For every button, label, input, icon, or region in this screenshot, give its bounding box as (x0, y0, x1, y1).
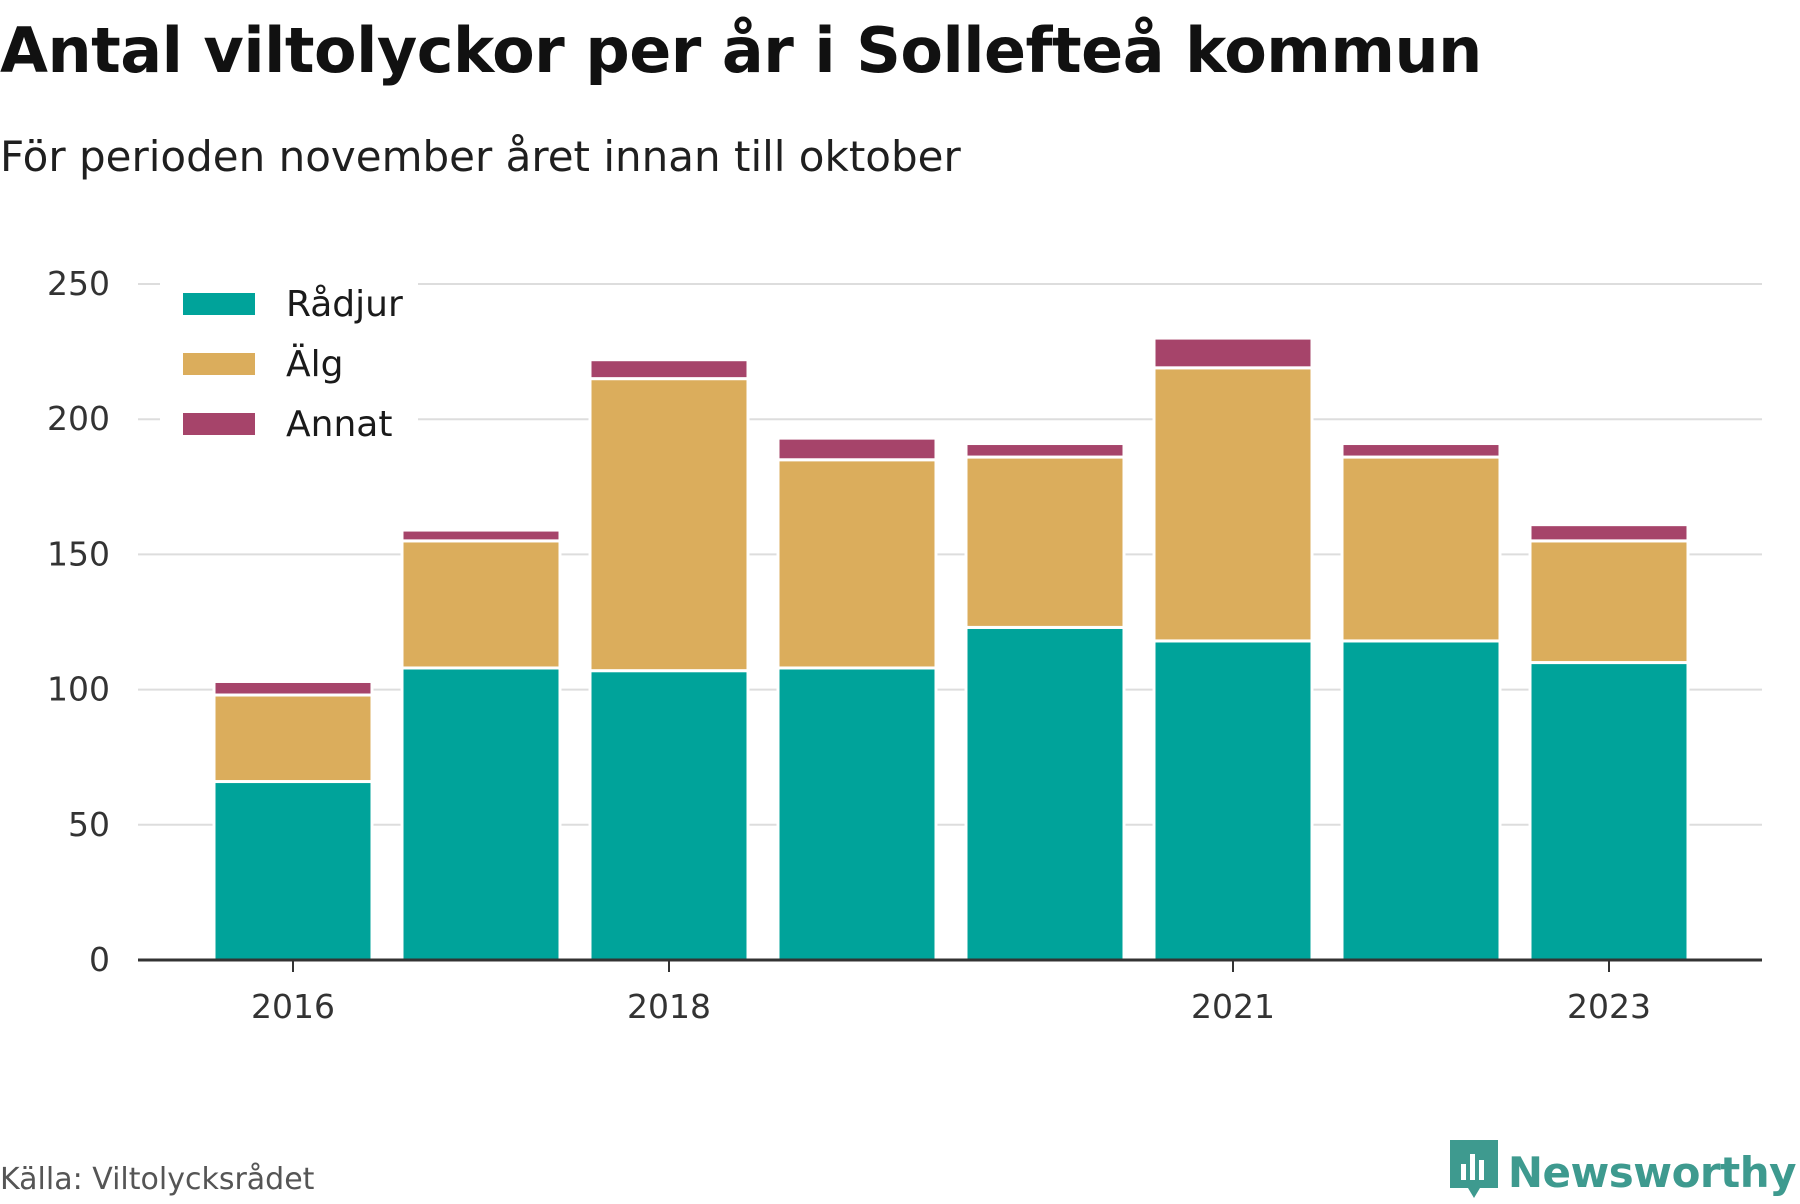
y-tick-label: 150 (47, 534, 110, 573)
legend-label: Rådjur (286, 284, 403, 325)
x-tick-label: 2018 (627, 987, 711, 1026)
bar-rådjur-2020 (964, 625, 1126, 962)
bar-rådjur-2019 (776, 666, 938, 962)
bar-älg-2023 (1528, 539, 1690, 665)
legend: Rådjur Älg Annat (160, 270, 418, 456)
y-tick-label: 100 (47, 670, 110, 709)
legend-swatch-rådjur (183, 293, 255, 315)
y-tick-label: 250 (47, 264, 110, 303)
brand-name: Newsworthy (1507, 1147, 1797, 1197)
y-tick-label: 200 (47, 399, 110, 438)
bar-annat-2019 (776, 436, 938, 462)
y-tick-label: 0 (89, 940, 110, 979)
legend-label: Älg (286, 343, 343, 385)
bar-annat-2022 (1340, 442, 1502, 459)
x-tick-label: 2023 (1567, 987, 1651, 1026)
bar-rådjur-2018 (588, 669, 750, 962)
axes: 0 50 100 150 200 250 2016 2018 2021 2023 (47, 264, 1762, 1026)
x-tick-label: 2016 (251, 987, 335, 1026)
bars (212, 336, 1690, 962)
bar-rådjur-2016 (212, 780, 374, 962)
y-tick-label: 50 (68, 805, 110, 844)
bar-rådjur-2022 (1340, 639, 1502, 962)
bar-annat-2018 (588, 358, 750, 381)
x-tick-label: 2021 (1191, 987, 1275, 1026)
legend-swatch-annat (183, 413, 255, 435)
bar-annat-2021 (1152, 336, 1314, 370)
bar-älg-2020 (964, 455, 1126, 629)
bar-rådjur-2023 (1528, 661, 1690, 962)
newsworthy-logo-icon (1449, 1140, 1498, 1204)
bar-älg-2017 (400, 539, 562, 670)
bar-rådjur-2017 (400, 666, 562, 962)
chart-subtitle: För perioden november året innan till ok… (0, 132, 961, 181)
bar-rådjur-2021 (1152, 639, 1314, 962)
legend-swatch-älg (183, 353, 255, 375)
brand: Newsworthy (1449, 1140, 1797, 1204)
bar-annat-2020 (964, 442, 1126, 459)
source-note: Källa: Viltolycksrådet (0, 1162, 315, 1197)
bar-älg-2022 (1340, 455, 1502, 643)
bar-älg-2016 (212, 693, 374, 784)
bar-annat-2017 (400, 528, 562, 543)
bar-älg-2019 (776, 458, 938, 670)
bar-älg-2018 (588, 377, 750, 673)
bar-annat-2023 (1528, 523, 1690, 543)
bar-älg-2021 (1152, 366, 1314, 643)
chart-title: Antal viltolyckor per år i Sollefteå kom… (0, 14, 1482, 87)
bar-annat-2016 (212, 679, 374, 697)
legend-label: Annat (286, 404, 392, 445)
